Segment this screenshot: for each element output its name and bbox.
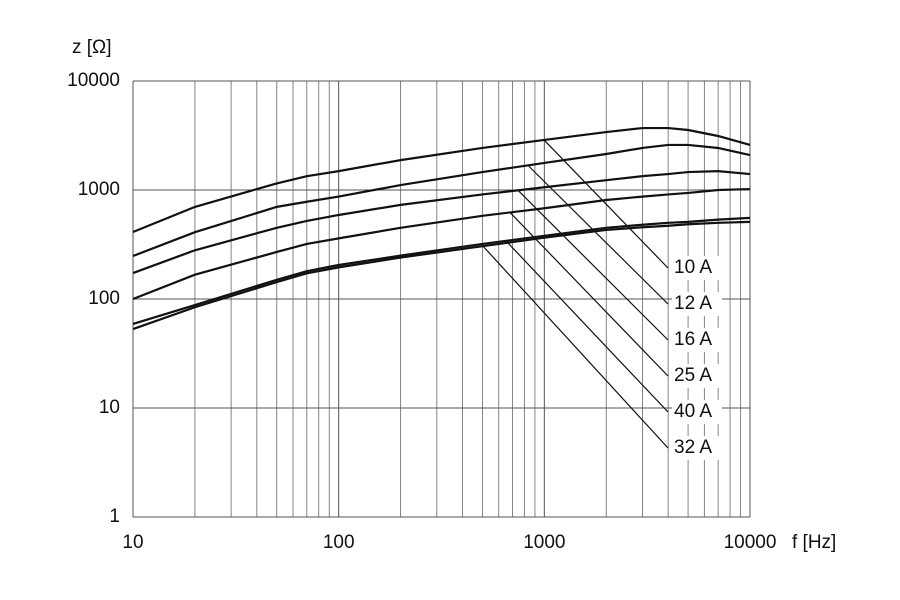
legend-label: 40 A — [674, 401, 712, 422]
series-line — [132, 126, 751, 233]
legend-label: 32 A — [674, 437, 712, 458]
legend-bg — [672, 364, 722, 388]
series-line — [132, 220, 751, 331]
y-tick-label: 1000 — [78, 179, 120, 200]
series-line — [132, 216, 751, 326]
x-tick-label: 10 — [122, 532, 143, 553]
legend-bg — [672, 400, 722, 424]
x-axis-label: f [Hz] — [792, 532, 836, 553]
legend-label: 10 A — [674, 257, 712, 278]
y-tick-label: 1 — [109, 506, 120, 527]
series-line — [132, 143, 751, 258]
x-tick-label: 1000 — [523, 532, 565, 553]
pointer-line — [505, 240, 669, 413]
legend-bg — [672, 436, 722, 460]
x-tick-label: 100 — [323, 532, 355, 553]
x-tick-label: 10000 — [724, 532, 777, 553]
pointer-line — [517, 189, 669, 341]
y-tick-label: 10 — [99, 397, 120, 418]
legend-label: 25 A — [674, 365, 712, 386]
y-tick-label: 10000 — [67, 70, 120, 91]
pointer-line — [482, 245, 669, 449]
legend-bg — [672, 256, 722, 280]
y-tick-label: 100 — [88, 288, 120, 309]
legend-label: 16 A — [674, 329, 712, 350]
legend-bg — [672, 328, 722, 352]
legend-label: 12 A — [674, 293, 712, 314]
series-line — [132, 187, 751, 301]
pointer-line — [543, 139, 669, 269]
pointer-line — [527, 164, 669, 305]
legend-bg — [672, 292, 722, 316]
series-line — [132, 170, 751, 275]
y-axis-label: z [Ω] — [72, 37, 112, 58]
